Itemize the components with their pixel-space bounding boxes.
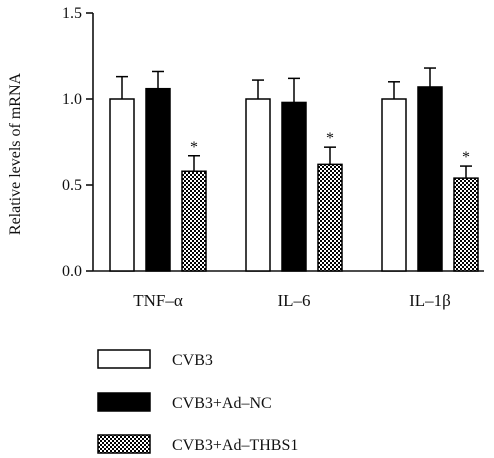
y-axis-label: Relative levels of mRNA bbox=[7, 72, 24, 235]
bar bbox=[245, 98, 271, 272]
bar bbox=[109, 98, 135, 272]
bar bbox=[145, 87, 171, 272]
bar bbox=[453, 177, 479, 272]
bar bbox=[417, 86, 443, 272]
significance-marker: * bbox=[462, 149, 470, 166]
x-category-label: IL–6 bbox=[277, 291, 310, 310]
bar bbox=[181, 170, 207, 272]
legend-label: CVB3+Ad–NC bbox=[172, 395, 272, 412]
bar bbox=[317, 163, 343, 272]
legend-swatch bbox=[97, 392, 151, 412]
legend-label: CVB3+Ad–THBS1 bbox=[172, 437, 298, 454]
bars: * TNF–α * IL–6 * IL–1β bbox=[109, 67, 479, 310]
significance-marker: * bbox=[190, 139, 198, 156]
significance-marker: * bbox=[326, 130, 334, 147]
x-category-label: TNF–α bbox=[133, 291, 183, 310]
legend-label: CVB3 bbox=[172, 352, 213, 369]
legend-swatch bbox=[97, 349, 151, 369]
y-tick-label: 0.5 bbox=[62, 177, 82, 194]
y-tick-label: 1.5 bbox=[62, 5, 82, 22]
legend: CVB3 CVB3+Ad–NC CVB3+Ad–THBS1 bbox=[97, 349, 298, 454]
y-tick-label: 0.0 bbox=[62, 263, 82, 280]
legend-swatch bbox=[97, 434, 151, 454]
bar bbox=[381, 98, 407, 272]
y-tick-label: 1.0 bbox=[62, 91, 82, 108]
x-category-label: IL–1β bbox=[409, 291, 451, 310]
bar bbox=[281, 101, 307, 272]
